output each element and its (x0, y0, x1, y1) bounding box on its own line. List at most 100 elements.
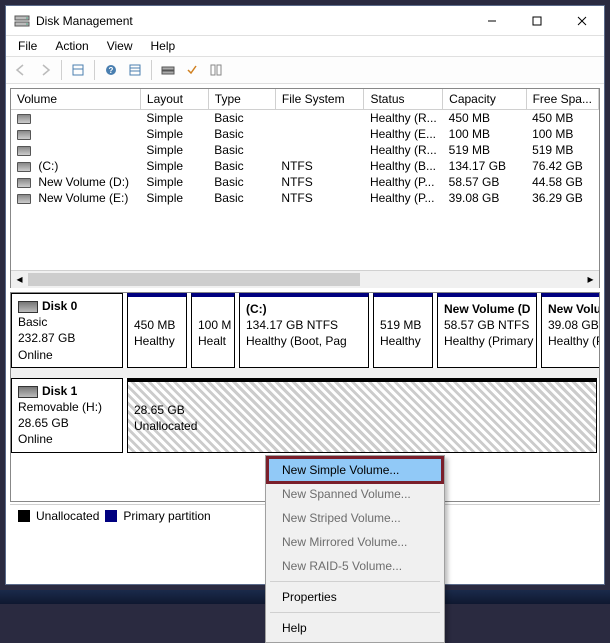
partition[interactable]: New Volume (D58.57 GB NTFSHealthy (Prima… (437, 293, 537, 368)
table-cell (275, 126, 364, 142)
disk-management-icon (14, 13, 30, 29)
horizontal-scrollbar[interactable]: ◂ ▸ (11, 270, 599, 287)
table-cell: 76.42 GB (526, 158, 598, 174)
close-button[interactable] (559, 6, 604, 35)
table-row[interactable]: SimpleBasicHealthy (E...100 MB100 MB (11, 126, 599, 142)
table-cell: Simple (140, 126, 208, 142)
table-cell: New Volume (D:) (11, 174, 140, 190)
volume-icon (17, 194, 31, 204)
scroll-thumb[interactable] (28, 273, 360, 286)
partition[interactable]: 450 MBHealthy (127, 293, 187, 368)
toolbar-separator (61, 60, 62, 80)
menu-item: New Mirrored Volume... (268, 530, 442, 554)
column-header[interactable]: Capacity (443, 89, 526, 110)
partition[interactable]: 519 MBHealthy (373, 293, 433, 368)
volume-icon (17, 162, 31, 172)
forward-button[interactable] (34, 59, 56, 81)
menu-separator (270, 612, 440, 613)
table-row[interactable]: New Volume (E:)SimpleBasicNTFSHealthy (P… (11, 190, 599, 206)
table-cell: Simple (140, 190, 208, 206)
context-menu[interactable]: New Simple Volume...New Spanned Volume..… (265, 455, 445, 643)
maximize-button[interactable] (514, 6, 559, 35)
table-cell: 100 MB (443, 126, 526, 142)
svg-text:?: ? (109, 66, 114, 75)
volume-icon (17, 130, 31, 140)
table-cell: 450 MB (443, 110, 526, 127)
menu-help[interactable]: Help (143, 37, 184, 55)
column-header[interactable]: Volume (11, 89, 140, 110)
legend-unallocated: Unallocated (36, 509, 99, 523)
table-cell: 519 MB (526, 142, 598, 158)
table-cell: Healthy (P... (364, 190, 443, 206)
column-header[interactable]: Free Spa... (526, 89, 598, 110)
table-row[interactable]: New Volume (D:)SimpleBasicNTFSHealthy (P… (11, 174, 599, 190)
unallocated-partition[interactable]: 28.65 GBUnallocated (127, 378, 597, 453)
toolbar-separator (94, 60, 95, 80)
partition[interactable]: 100 MHealt (191, 293, 235, 368)
action-button[interactable] (181, 59, 203, 81)
menu-item[interactable]: New Simple Volume... (268, 458, 442, 482)
disk-icon (18, 386, 38, 398)
table-cell: Simple (140, 110, 208, 127)
column-header[interactable]: Status (364, 89, 443, 110)
column-header[interactable]: Layout (140, 89, 208, 110)
menu-file[interactable]: File (10, 37, 45, 55)
table-row[interactable]: SimpleBasicHealthy (R...450 MB450 MB (11, 110, 599, 127)
table-cell: Simple (140, 174, 208, 190)
table-cell: Healthy (R... (364, 110, 443, 127)
view-button[interactable] (67, 59, 89, 81)
menu-item: New Striped Volume... (268, 506, 442, 530)
table-cell: Healthy (E... (364, 126, 443, 142)
menu-item: New RAID-5 Volume... (268, 554, 442, 578)
table-cell (11, 142, 140, 158)
menu-view[interactable]: View (99, 37, 141, 55)
table-cell: 36.29 GB (526, 190, 598, 206)
scroll-right-icon[interactable]: ▸ (582, 271, 599, 288)
table-cell: 58.57 GB (443, 174, 526, 190)
menu-item[interactable]: Properties (268, 585, 442, 609)
table-cell: Healthy (B... (364, 158, 443, 174)
disk-header[interactable]: Disk 1Removable (H:)28.65 GBOnline (11, 378, 123, 453)
table-cell: 44.58 GB (526, 174, 598, 190)
partition[interactable]: New Volume (E:39.08 GB NTFSHealthy (Prim… (541, 293, 600, 368)
column-header[interactable]: Type (208, 89, 275, 110)
scroll-track[interactable] (28, 271, 582, 288)
disk-header[interactable]: Disk 0Basic232.87 GBOnline (11, 293, 123, 368)
minimize-button[interactable] (469, 6, 514, 35)
table-row[interactable]: (C:)SimpleBasicNTFSHealthy (B...134.17 G… (11, 158, 599, 174)
disk-icon (18, 301, 38, 313)
table-cell: Basic (208, 158, 275, 174)
settings-button[interactable] (124, 59, 146, 81)
scroll-left-icon[interactable]: ◂ (11, 271, 28, 288)
table-cell (275, 110, 364, 127)
volume-icon (17, 114, 31, 124)
volume-icon (17, 178, 31, 188)
back-button[interactable] (10, 59, 32, 81)
help-button[interactable]: ? (100, 59, 122, 81)
table-cell: Healthy (R... (364, 142, 443, 158)
titlebar[interactable]: Disk Management (6, 6, 604, 36)
table-cell: New Volume (E:) (11, 190, 140, 206)
toolbar: ? (6, 56, 604, 84)
layout-button[interactable] (205, 59, 227, 81)
volume-list: VolumeLayoutTypeFile SystemStatusCapacit… (10, 88, 600, 288)
table-cell: NTFS (275, 174, 364, 190)
disk-partitions: 450 MBHealthy100 MHealt(C:)134.17 GB NTF… (123, 293, 600, 368)
table-cell: Basic (208, 190, 275, 206)
table-cell: (C:) (11, 158, 140, 174)
menu-item[interactable]: Help (268, 616, 442, 640)
volume-list-button[interactable] (157, 59, 179, 81)
table-cell: Basic (208, 110, 275, 127)
menu-action[interactable]: Action (47, 37, 96, 55)
disk-partitions: 28.65 GBUnallocated (123, 378, 599, 453)
table-cell: Simple (140, 142, 208, 158)
table-cell (11, 110, 140, 127)
table-cell: Basic (208, 174, 275, 190)
table-cell: 450 MB (526, 110, 598, 127)
partition[interactable]: (C:)134.17 GB NTFSHealthy (Boot, Pag (239, 293, 369, 368)
table-cell (11, 126, 140, 142)
table-row[interactable]: SimpleBasicHealthy (R...519 MB519 MB (11, 142, 599, 158)
table-cell: 100 MB (526, 126, 598, 142)
column-header[interactable]: File System (275, 89, 364, 110)
volume-icon (17, 146, 31, 156)
